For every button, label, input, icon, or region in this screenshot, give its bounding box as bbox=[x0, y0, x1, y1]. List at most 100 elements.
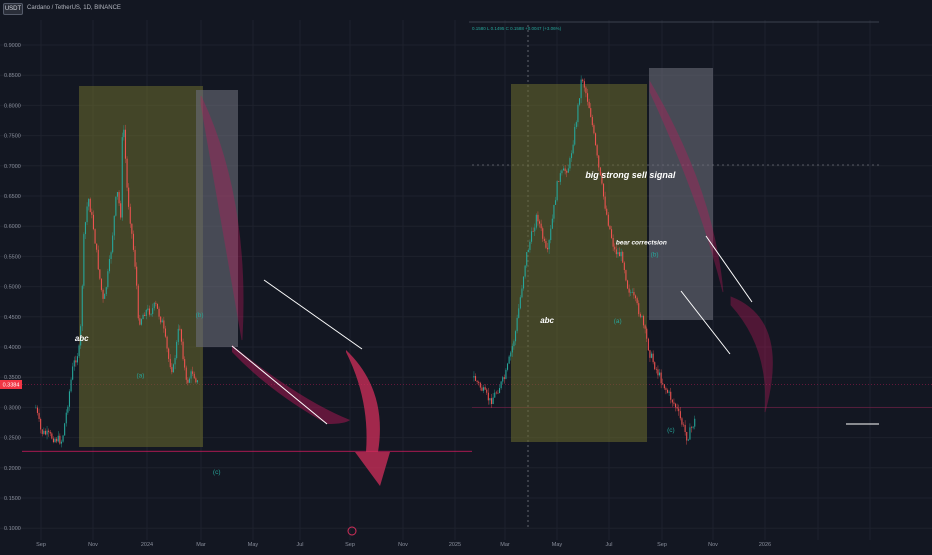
candle-body bbox=[129, 206, 131, 224]
event-icon bbox=[347, 526, 357, 536]
annotation-right: (c) bbox=[667, 427, 675, 434]
candle-body bbox=[495, 392, 497, 394]
candle-body bbox=[123, 129, 125, 138]
candle-body bbox=[666, 389, 669, 393]
y-tick-label: 0.6500 bbox=[4, 194, 21, 200]
candle-body bbox=[620, 251, 622, 257]
candle-body bbox=[164, 328, 167, 337]
red-wave-arc-right bbox=[649, 80, 724, 293]
candle-body bbox=[86, 206, 88, 223]
candle-body bbox=[100, 278, 103, 290]
candle-body bbox=[84, 222, 87, 235]
candles-right bbox=[473, 75, 696, 445]
candle-body bbox=[137, 285, 139, 319]
red-wave-arc-right-b bbox=[730, 296, 773, 413]
candle-body bbox=[188, 378, 191, 383]
candle-body bbox=[574, 126, 576, 145]
candle-body bbox=[646, 328, 648, 339]
candle-body bbox=[176, 341, 178, 359]
candle-body bbox=[510, 352, 512, 357]
candle-body bbox=[476, 380, 478, 382]
x-tick-label-left: Mar bbox=[196, 542, 206, 548]
candle-body bbox=[518, 308, 520, 318]
y-tick-label: 0.9000 bbox=[4, 43, 21, 49]
candle-body bbox=[174, 358, 176, 365]
candle-body bbox=[558, 181, 560, 182]
candle-body bbox=[514, 331, 517, 342]
candle-body bbox=[614, 246, 616, 250]
candle-body bbox=[500, 381, 502, 389]
candle-body bbox=[682, 424, 685, 426]
candle-body bbox=[543, 238, 545, 242]
candle-body bbox=[54, 438, 56, 443]
candle-body bbox=[187, 379, 189, 383]
candle-body bbox=[96, 243, 98, 250]
trendline bbox=[705, 235, 753, 303]
candle-body bbox=[633, 292, 635, 296]
candle-body bbox=[601, 175, 603, 184]
candle-body bbox=[92, 214, 95, 230]
candle-body bbox=[115, 196, 117, 216]
candle-body bbox=[128, 187, 130, 207]
x-tick-label-left: Sep bbox=[345, 542, 355, 548]
y-tick-label: 0.8000 bbox=[4, 103, 21, 109]
x-tick-label-left: Sep bbox=[36, 542, 46, 548]
red-wave-arc-left bbox=[200, 95, 244, 341]
candle-body bbox=[67, 406, 69, 413]
candle-body bbox=[604, 196, 606, 209]
candle-body bbox=[631, 292, 633, 293]
candle-body bbox=[649, 350, 651, 358]
x-tick-label-left: 2025 bbox=[449, 542, 461, 548]
candle-body bbox=[62, 435, 64, 442]
candle-body bbox=[49, 432, 51, 434]
candle-body bbox=[534, 227, 536, 232]
candle-body bbox=[131, 223, 133, 234]
chart-title: Cardano / TetherUS, 1D, BINANCE bbox=[27, 5, 121, 11]
candle-body bbox=[65, 412, 67, 424]
x-tick-label-right: 2026 bbox=[759, 542, 771, 548]
candle-body bbox=[139, 318, 141, 325]
candle-body bbox=[602, 183, 605, 197]
candle-body bbox=[486, 389, 488, 393]
candle-body bbox=[51, 433, 53, 439]
price-tag-label: 0.3384 bbox=[3, 382, 20, 388]
candle-body bbox=[658, 372, 661, 376]
candle-body bbox=[184, 359, 186, 368]
candle-body bbox=[121, 137, 123, 218]
candle-body bbox=[562, 168, 565, 171]
candle-body bbox=[487, 392, 489, 401]
candle-body bbox=[91, 212, 93, 215]
candle-body bbox=[628, 288, 630, 293]
red-channel-left bbox=[232, 345, 350, 424]
candle-body bbox=[548, 240, 550, 250]
price-tag-bg bbox=[0, 379, 22, 389]
candle-body bbox=[76, 356, 79, 363]
candle-body bbox=[132, 233, 135, 250]
candle-body bbox=[168, 348, 170, 359]
candle-body bbox=[59, 435, 61, 444]
candle-body bbox=[478, 381, 480, 383]
candle-body bbox=[492, 397, 494, 405]
candle-body bbox=[56, 438, 58, 442]
candle-body bbox=[57, 435, 59, 442]
candle-body bbox=[78, 345, 80, 357]
candle-body bbox=[694, 418, 696, 427]
candle-body bbox=[644, 325, 646, 329]
candle-body bbox=[38, 412, 40, 419]
candle-body bbox=[36, 407, 39, 413]
candle-body bbox=[481, 387, 483, 391]
candle-body bbox=[540, 223, 542, 229]
symbol-badge[interactable]: USDT bbox=[3, 3, 23, 15]
candle-body bbox=[152, 308, 154, 314]
candle-body bbox=[41, 429, 43, 434]
y-tick-label: 0.2500 bbox=[4, 436, 21, 442]
candle-body bbox=[537, 214, 539, 222]
candle-body bbox=[535, 214, 537, 228]
candle-body bbox=[110, 252, 112, 260]
candle-body bbox=[591, 116, 593, 126]
candle-body bbox=[665, 388, 667, 390]
candle-body bbox=[566, 170, 568, 173]
candle-body bbox=[83, 234, 85, 286]
